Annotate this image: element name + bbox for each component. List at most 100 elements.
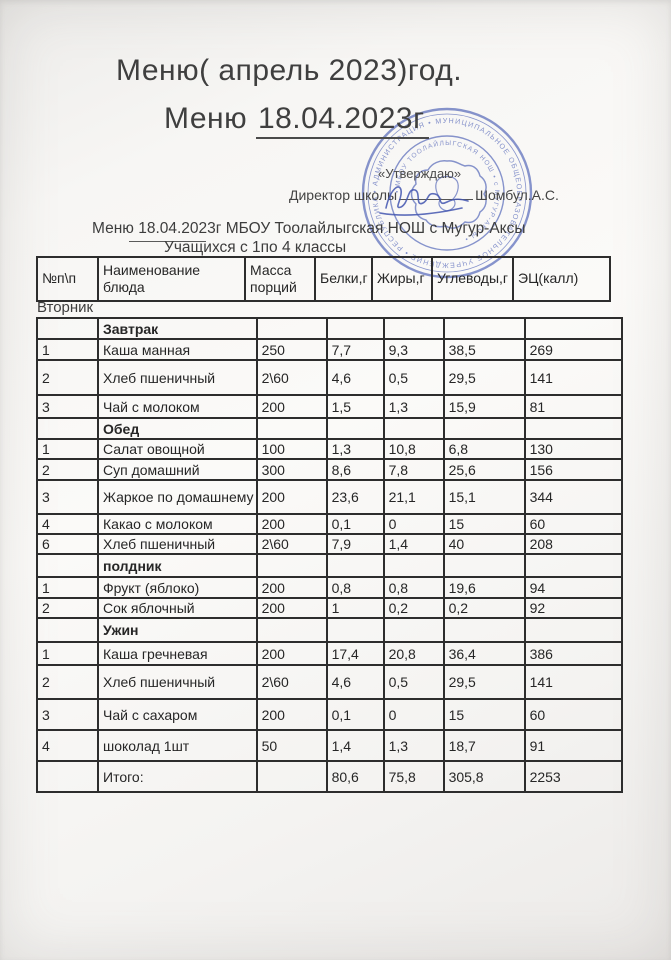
fat-cell: 0,5	[382, 664, 445, 700]
fat-cell: 9,3	[382, 338, 445, 361]
total-row: Итого: 80,6 75,8 305,8 2253	[36, 760, 623, 793]
menu-item-row: 1 Каша манная 250 7,7 9,3 38,5 269	[36, 338, 623, 361]
header-row: №п\п Наименование блюда Масса порций Бел…	[36, 256, 611, 302]
school-subtitle: Меню 18.04.2023г МБОУ Тоолайлыгская НОШ …	[92, 220, 526, 237]
protein-cell: 80,6	[325, 760, 385, 793]
dish-name-cell: Каша гречневая	[97, 641, 258, 666]
dish-name-cell: Хлеб пшеничный	[97, 664, 258, 700]
num-cell	[36, 553, 99, 578]
mass-cell	[255, 417, 328, 440]
carbs-cell: 15	[442, 698, 526, 731]
grades-underline	[129, 241, 206, 242]
carbs-cell: 0,2	[442, 597, 526, 619]
carbs-cell	[442, 617, 526, 643]
dish-name-cell: полдник	[97, 553, 258, 578]
dish-name-cell: Каша манная	[97, 338, 258, 361]
fat-cell: 0,8	[382, 576, 445, 599]
carbs-cell: 38,5	[442, 338, 526, 361]
menu-item-row: 1 Каша гречневая 200 17,4 20,8 36,4 386	[36, 641, 623, 666]
carbs-cell: 6,8	[442, 438, 526, 460]
carbs-cell: 36,4	[442, 641, 526, 666]
dish-name-cell: Завтрак	[97, 317, 258, 340]
mass-cell: 2\60	[255, 664, 328, 700]
fat-cell: 0	[382, 513, 445, 535]
mass-cell	[255, 760, 328, 793]
carbs-cell: 19,6	[442, 576, 526, 599]
protein-cell: 8,6	[325, 458, 385, 481]
num-cell	[36, 417, 99, 440]
mass-cell: 2\60	[255, 359, 328, 396]
num-cell: 1	[36, 338, 99, 361]
protein-cell: 1,5	[325, 394, 385, 419]
dish-name-cell: Суп домашний	[97, 458, 258, 481]
menu-item-row: 3 Чай с сахаром 200 0,1 0 15 60	[36, 698, 623, 731]
fat-cell	[382, 617, 445, 643]
weekday-label: Вторник	[37, 299, 94, 316]
dish-name-cell: Чай с молоком	[97, 394, 258, 419]
energy-cell	[523, 617, 623, 643]
carbs-cell	[442, 553, 526, 578]
mass-cell	[255, 553, 328, 578]
menu-table-body: Завтрак 1 Каша манная 250 7,7 9,3 38,5 269 2 Хлеб…	[36, 317, 623, 793]
header-fat: Жиры,г	[371, 256, 433, 302]
protein-cell: 4,6	[325, 664, 385, 700]
mass-cell: 200	[255, 513, 328, 535]
carbs-cell: 29,5	[442, 359, 526, 396]
menu-item-row: 4 шоколад 1шт 50 1,4 1,3 18,7 91	[36, 729, 623, 762]
protein-cell: 1,4	[325, 729, 385, 762]
energy-cell: 60	[523, 513, 623, 535]
mass-cell: 200	[255, 641, 328, 666]
energy-cell: 208	[523, 533, 623, 555]
dish-name-cell: Какао с молоком	[97, 513, 258, 535]
header-num: №п\п	[36, 256, 99, 302]
energy-cell: 92	[523, 597, 623, 619]
carbs-cell: 25,6	[442, 458, 526, 481]
section-row: Ужин	[36, 617, 623, 643]
menu-item-row: 3 Чай с молоком 200 1,5 1,3 15,9 81	[36, 394, 623, 419]
mass-cell: 200	[255, 479, 328, 515]
menu-item-row: 2 Сок яблочный 200 1 0,2 0,2 92	[36, 597, 623, 619]
num-cell: 2	[36, 597, 99, 619]
num-cell: 3	[36, 479, 99, 515]
energy-cell	[523, 417, 623, 440]
fat-cell: 1,3	[382, 729, 445, 762]
num-cell: 1	[36, 438, 99, 460]
signature-underline	[399, 187, 474, 200]
protein-cell: 17,4	[325, 641, 385, 666]
mass-cell	[255, 317, 328, 340]
dish-name-cell: шоколад 1шт	[97, 729, 258, 762]
protein-cell: 0,1	[325, 513, 385, 535]
grades-subtitle: Учащихся с 1по 4 классы	[164, 239, 347, 256]
fat-cell	[382, 553, 445, 578]
menu-item-row: 3 Жаркое по домашнему 200 23,6 21,1 15,1 344	[36, 479, 623, 515]
energy-cell: 156	[523, 458, 623, 481]
carbs-cell	[442, 417, 526, 440]
mass-cell: 100	[255, 438, 328, 460]
protein-cell: 0,8	[325, 576, 385, 599]
mass-cell: 200	[255, 698, 328, 731]
dish-name-cell: Хлеб пшеничный	[97, 533, 258, 555]
mass-cell: 2\60	[255, 533, 328, 555]
num-cell	[36, 617, 99, 643]
menu-item-row: 2 Суп домашний 300 8,6 7,8 25,6 156	[36, 458, 623, 481]
carbs-cell	[442, 317, 526, 340]
carbs-cell: 305,8	[442, 760, 526, 793]
fat-cell: 0	[382, 698, 445, 731]
protein-cell	[325, 553, 385, 578]
protein-cell: 4,6	[325, 359, 385, 396]
carbs-cell: 15	[442, 513, 526, 535]
energy-cell	[523, 553, 623, 578]
energy-cell: 344	[523, 479, 623, 515]
num-cell: 3	[36, 394, 99, 419]
menu-item-row: 1 Фрукт (яблоко) 200 0,8 0,8 19,6 94	[36, 576, 623, 599]
energy-cell: 2253	[523, 760, 623, 793]
section-row: полдник	[36, 553, 623, 578]
fat-cell	[382, 417, 445, 440]
approval-quote: «Утверждаю»	[378, 166, 462, 181]
energy-cell: 386	[523, 641, 623, 666]
section-row: Обед	[36, 417, 623, 440]
energy-cell: 141	[523, 664, 623, 700]
mass-cell: 300	[255, 458, 328, 481]
director-name: Шомбул.А.С.	[475, 187, 559, 203]
header-mass: Масса порций	[244, 256, 316, 302]
